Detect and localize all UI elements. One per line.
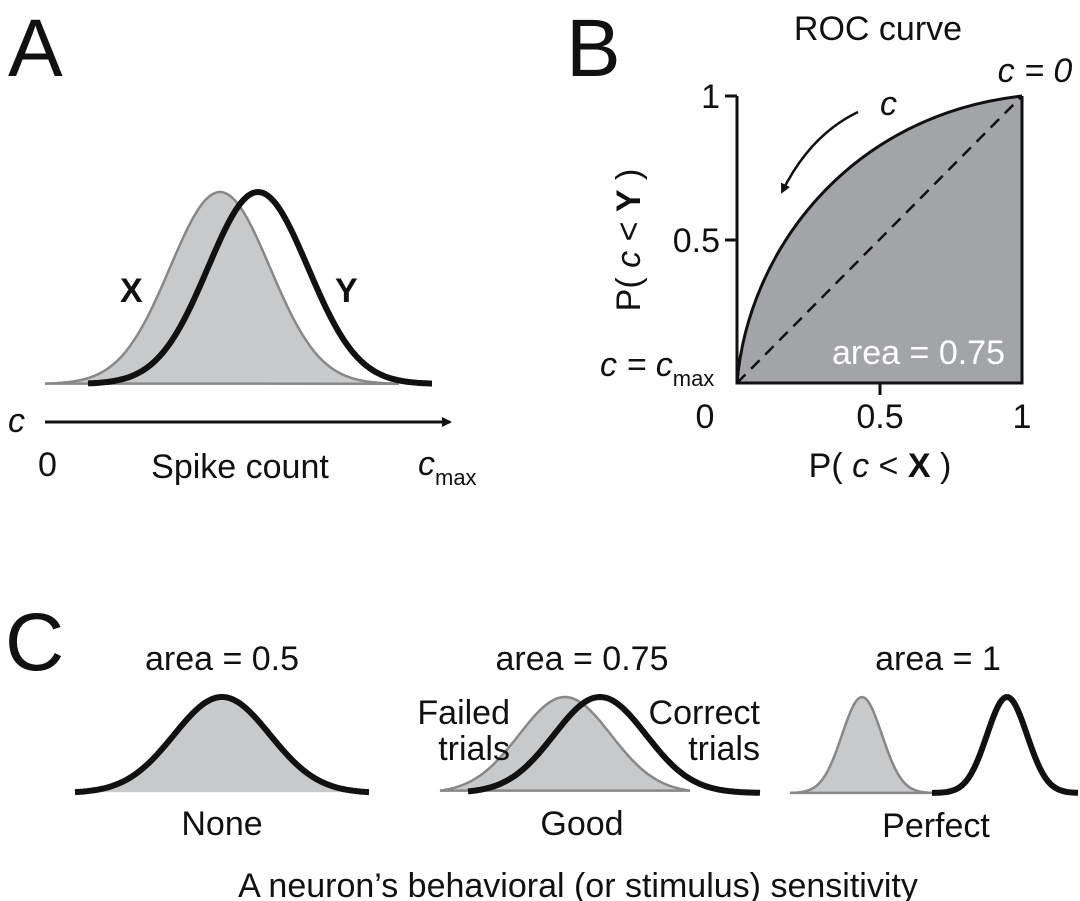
part: P( (809, 447, 852, 485)
distribution-y (932, 694, 1078, 796)
distribution-y (87, 188, 432, 387)
panel-letter: C (5, 597, 64, 688)
axis-end-sub: max (435, 465, 477, 490)
axis-end: cmax (418, 445, 477, 490)
distribution-x (789, 695, 935, 795)
arrow-label: c (880, 85, 897, 123)
roc-title: ROC curve (794, 10, 962, 48)
y-tick-label: 0.5 (673, 222, 720, 260)
note: Failed (417, 694, 510, 732)
area-label: area = 0.5 (145, 640, 299, 678)
distribution-line (74, 694, 370, 796)
part: max (673, 366, 715, 391)
caption: A neuron’s behavioral (or stimulus) sens… (238, 867, 918, 901)
sensitivity-label: Good (540, 805, 623, 843)
distribution-y (467, 693, 761, 796)
y-tick-label: 1 (701, 78, 720, 116)
direction-arrow (780, 110, 859, 194)
label-y: Y (335, 272, 358, 310)
part: c (610, 251, 648, 268)
note: trials (688, 730, 760, 768)
area-label: area = 1 (875, 640, 1001, 678)
bottom-note: c = cmax (600, 346, 714, 391)
note: Correct (649, 694, 761, 732)
part: < (610, 212, 648, 251)
x-axis-label: P( c < X ) (809, 447, 952, 485)
part: c = c (600, 346, 673, 384)
axis-start: 0 (38, 446, 57, 484)
x-tick-label: 0.5 (856, 398, 903, 436)
distribution-x (44, 190, 400, 385)
distribution-x (439, 695, 691, 792)
area-label: area = 0.75 (496, 640, 669, 678)
top-note: c = 0 (998, 52, 1073, 90)
x-tick-label: 0 (696, 398, 715, 436)
part: Y (610, 189, 648, 212)
chance-line (736, 95, 1023, 384)
sensitivity-label: Perfect (882, 807, 990, 845)
part: c (852, 447, 869, 485)
panel-letter: A (8, 3, 63, 94)
label-x: X (120, 272, 143, 310)
panel-letter: B (566, 3, 621, 94)
roc-curve (735, 94, 1023, 384)
part: < (869, 447, 908, 485)
axis-var: c (8, 402, 25, 440)
sensitivity-label: None (181, 805, 262, 843)
part: P( (610, 268, 648, 311)
x-tick-label: 1 (1013, 398, 1032, 436)
part: X (908, 447, 931, 485)
axis-end-var: c (418, 445, 435, 483)
axis-title: Spike count (151, 448, 329, 486)
note: trials (438, 730, 510, 768)
distribution-fill (75, 697, 369, 793)
part: ) (931, 447, 952, 485)
y-axis-label: P( c < Y ) (610, 169, 648, 312)
area-label: area = 0.75 (832, 334, 1005, 372)
part: ) (610, 169, 648, 190)
